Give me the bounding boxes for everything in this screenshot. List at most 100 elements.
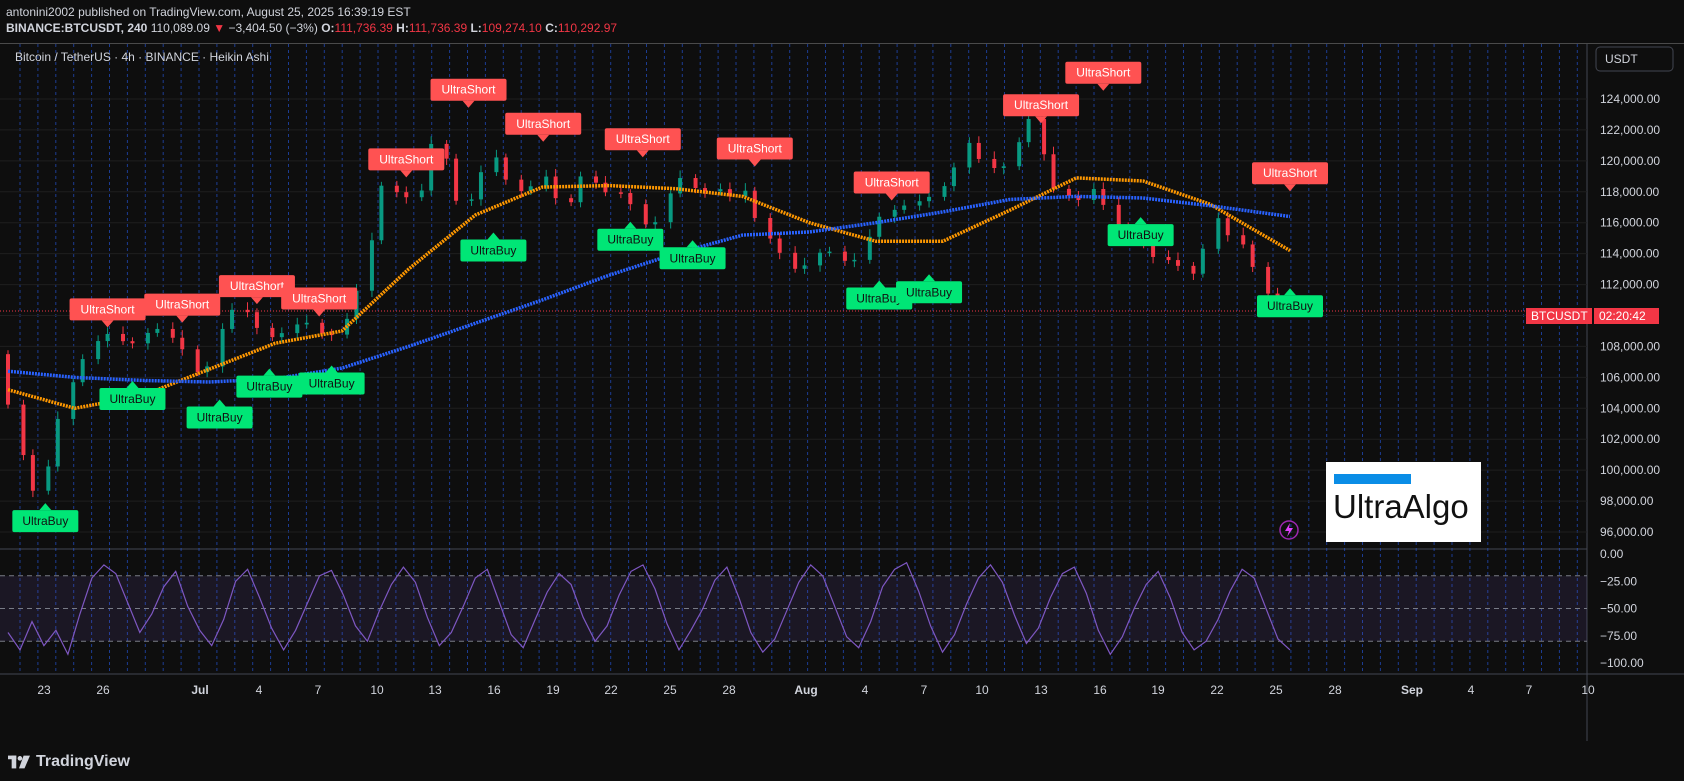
ultrabuy-signal: UltraBuy — [1257, 288, 1323, 318]
candle-body — [503, 157, 508, 180]
down-arrow-icon: ▼ — [213, 21, 226, 35]
signal-label-box — [896, 281, 963, 304]
candle-body — [55, 418, 60, 467]
candle-body — [279, 333, 284, 338]
signal-label-box — [186, 406, 253, 429]
low-value: 109,274.10 — [481, 21, 542, 35]
signal-arrow — [1134, 217, 1147, 225]
candle-body — [1051, 154, 1056, 189]
ultrabuy-signal: UltraBuy — [597, 221, 664, 251]
chart-frame[interactable]: UltraBuy UltraShort UltraBuy UltraShort Ultr… — [0, 43, 1684, 741]
candle-body — [553, 176, 558, 199]
candle-body — [320, 322, 325, 334]
oscillator-line — [7, 561, 1291, 656]
brand-name: TradingView — [36, 753, 130, 770]
signal-label-box — [1003, 94, 1080, 117]
oscillator-band — [0, 575, 1587, 642]
candle-body — [727, 189, 732, 197]
signal-label-text: UltraShort — [230, 279, 285, 293]
oscillator-tick-label: 0.00 — [1600, 547, 1624, 561]
signal-arrow — [325, 365, 338, 373]
candle-body — [877, 216, 882, 237]
time-tick-label: 7 — [1526, 683, 1533, 697]
ultrashort-signal: UltraShort — [505, 112, 582, 142]
ultrabuy-signal: UltraBuy — [298, 365, 365, 395]
time-tick-label: 10 — [1581, 683, 1595, 697]
symbol-line: BINANCE:BTCUSDT, 240 110,089.09 ▼ −3,404… — [6, 21, 617, 35]
candle-body — [304, 322, 309, 325]
high-value: 111,736.39 — [408, 21, 468, 35]
time-tick-label: 7 — [921, 683, 928, 697]
price-chart[interactable]: UltraBuy UltraShort UltraBuy UltraShort Ultr… — [0, 44, 1684, 741]
signal-label-box — [1107, 224, 1174, 247]
lightning-icon[interactable] — [1279, 520, 1299, 540]
time-tick-label: 16 — [1093, 683, 1107, 697]
time-tick-label: 25 — [663, 683, 677, 697]
candle-body — [130, 341, 135, 344]
candle-body — [180, 337, 185, 350]
close-value: 110,292.97 — [557, 21, 618, 35]
price-tag-symbol: BTCUSDT — [1531, 309, 1588, 323]
oscillator-tick-label: −25.00 — [1600, 574, 1637, 588]
currency-button-label[interactable]: USDT — [1605, 52, 1638, 66]
moving-averages — [7, 176, 1291, 411]
time-tick-label: 22 — [604, 683, 618, 697]
time-axis[interactable]: 23 26 Jul 4 7 10 13 16 19 22 25 28 Aug 4 7 10 13 16 19 22 25… — [37, 683, 1595, 697]
candle-body — [1191, 265, 1196, 274]
candle-body — [1101, 189, 1106, 205]
signal-label-text: UltraShort — [865, 176, 920, 190]
candle-body — [519, 179, 524, 192]
oscillator — [7, 561, 1291, 656]
candle-body — [942, 186, 947, 197]
candle-body — [842, 251, 847, 261]
ultrabuy-signal: UltraBuy — [846, 280, 913, 310]
time-tick-label: 19 — [546, 683, 560, 697]
tradingview-logo[interactable]: TradingView — [8, 753, 130, 771]
ultrashort-signal: UltraShort — [853, 171, 930, 201]
signal-label-text: UltraBuy — [607, 233, 653, 247]
candle-body — [404, 192, 409, 198]
candle-body — [220, 328, 225, 367]
price-tag: BTCUSDT 02:20:42 — [1526, 308, 1659, 324]
candle-body — [593, 176, 598, 183]
candle-body — [1116, 204, 1121, 227]
candle-body — [478, 172, 483, 200]
open-label: O: — [321, 21, 335, 35]
signal-label-text: UltraShort — [516, 117, 571, 131]
candle-body — [867, 236, 872, 260]
signal-label-text: UltraBuy — [670, 251, 716, 265]
ultrashort-signal: UltraShort — [368, 148, 445, 178]
price-axis[interactable]: 96,000.00 98,000.00 100,000.00 102,000.00 10… — [1600, 92, 1660, 670]
candle-body — [230, 309, 235, 329]
price-tick-label: 104,000.00 — [1600, 401, 1660, 415]
price-tag-countdown: 02:20:42 — [1599, 309, 1646, 323]
signal-arrow — [923, 274, 936, 282]
signal-label-text: UltraShort — [1076, 66, 1131, 80]
candle-body — [1200, 248, 1205, 274]
ultrashort-signal: UltraShort — [281, 287, 358, 317]
signal-arrow — [1284, 288, 1296, 296]
price-tick-label: 112,000.00 — [1600, 278, 1659, 292]
candle-body — [917, 201, 922, 206]
signal-arrow — [537, 134, 550, 142]
signal-label-text: UltraShort — [1263, 166, 1318, 180]
signal-label-box — [69, 298, 146, 321]
close-label: C: — [545, 21, 558, 35]
candle-body — [444, 143, 449, 159]
time-tick-label: Sep — [1401, 683, 1423, 697]
candle-body — [155, 328, 160, 333]
candle-body — [802, 265, 807, 269]
signal-arrow — [213, 399, 226, 407]
candle-body — [653, 222, 658, 225]
ultrashort-signal: UltraShort — [1065, 61, 1142, 91]
time-tick-label: 28 — [1328, 683, 1342, 697]
ultrashort-signal: UltraShort — [69, 298, 146, 328]
price-tick-label: 98,000.00 — [1600, 494, 1654, 508]
signal-arrow — [176, 315, 189, 323]
candle-body — [295, 324, 300, 334]
signal-label-box — [597, 228, 664, 251]
signal-label-text: UltraShort — [442, 83, 497, 97]
signals: UltraBuy UltraShort UltraBuy UltraShort Ultr… — [12, 61, 1328, 533]
currency-button[interactable]: USDT — [1595, 46, 1674, 72]
footer: TradingView — [0, 744, 1684, 781]
